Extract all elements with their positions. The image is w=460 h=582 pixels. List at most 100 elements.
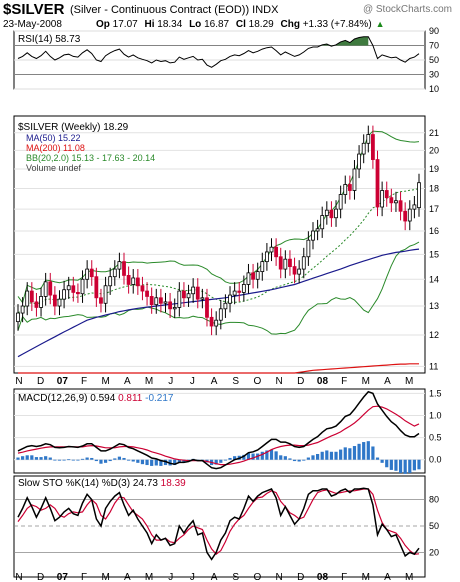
- candle-body: [80, 278, 85, 295]
- macd-histogram-bar: [53, 459, 57, 461]
- candle-body: [375, 159, 380, 208]
- month-label-top: N: [15, 376, 22, 387]
- lo-label: Lo: [189, 19, 202, 30]
- sto-k-line: [17, 487, 420, 561]
- macd-histogram-bar: [21, 456, 25, 460]
- macd-histogram-bar: [408, 459, 412, 473]
- candle-body: [255, 271, 260, 280]
- macd-histogram-bar: [366, 441, 370, 460]
- month-label-top: 07: [57, 376, 69, 387]
- price-tick-label: 21: [429, 128, 439, 138]
- month-label-top: J: [168, 376, 173, 387]
- macd-histogram-bar: [320, 451, 324, 460]
- month-label-bottom: F: [81, 572, 87, 582]
- macd-histogram-bar: [251, 453, 255, 460]
- candle-body: [343, 184, 348, 195]
- macd-histogram-bar: [357, 443, 361, 460]
- candle-body: [398, 200, 403, 212]
- volume-legend: Volume undef: [26, 163, 82, 173]
- macd-histogram-bar: [311, 455, 315, 460]
- macd-histogram-bar: [260, 451, 264, 460]
- candle-body: [191, 286, 196, 295]
- cl-label: Cl: [235, 19, 246, 30]
- candle-body: [71, 285, 76, 293]
- price-legend-title: $SILVER (Weekly) 18.29: [18, 122, 129, 133]
- sto-k-value: 24.73: [133, 478, 158, 489]
- candle-body: [269, 246, 274, 253]
- macd-histogram-bar: [389, 459, 393, 470]
- macd-tick-label: 1.5: [429, 388, 442, 398]
- ma200-line: [18, 363, 419, 374]
- macd-histogram-bar: [159, 459, 163, 466]
- candle-body: [264, 251, 269, 263]
- macd-histogram-bar: [108, 459, 112, 462]
- candle-body: [320, 215, 325, 230]
- candle-body: [338, 194, 343, 210]
- macd-histogram-bar: [242, 454, 246, 460]
- macd-histogram-bar: [163, 459, 168, 466]
- candle-body: [389, 197, 394, 204]
- price-tick-label: 16: [429, 226, 439, 236]
- candle-body: [200, 297, 205, 300]
- watermark: @ StockCharts.com: [362, 4, 452, 15]
- macd-histogram-bar: [90, 457, 94, 460]
- ma50-line: [17, 248, 420, 358]
- chg-label: Chg: [280, 19, 300, 30]
- chart-instrument-name: (Silver - Continuous Contract (EOD)) IND…: [70, 4, 279, 16]
- candle-body: [218, 308, 223, 321]
- macd-histogram-bar: [122, 457, 126, 460]
- month-label-top: O: [254, 376, 262, 387]
- panel-frames: [13, 30, 426, 578]
- month-label-bottom: A: [211, 572, 218, 582]
- month-label-top: 08: [317, 376, 329, 387]
- candle-body: [168, 301, 173, 310]
- macd-histogram-bar: [48, 457, 52, 460]
- candle-body: [329, 209, 334, 219]
- candle-body: [334, 208, 338, 219]
- op-value: 17.07: [112, 19, 138, 30]
- candle-body: [85, 268, 90, 280]
- macd-histogram-bar: [113, 458, 117, 460]
- sto-legend: Slow STO %K(14) %D(3) 24.73 18.39: [18, 478, 186, 489]
- candle-body: [315, 228, 320, 232]
- macd-histogram-bar: [274, 451, 278, 460]
- macd-histogram-bar: [371, 446, 375, 460]
- macd-histogram-bar: [385, 459, 389, 468]
- candle-body: [205, 297, 209, 318]
- op-label: Op: [96, 19, 110, 30]
- candle-body: [158, 297, 163, 304]
- macd-histogram-bar: [57, 459, 62, 461]
- macd-histogram-bar: [334, 451, 338, 460]
- candle-body: [241, 284, 246, 293]
- macd-histogram-bar: [219, 459, 223, 463]
- candle-body: [371, 134, 375, 160]
- candle-body: [122, 261, 126, 276]
- macd-histogram-bar: [325, 450, 329, 460]
- month-label-top: J: [190, 376, 195, 387]
- candle-body: [380, 190, 385, 208]
- month-label-top: M: [102, 376, 110, 387]
- macd-histogram-bar: [67, 459, 71, 461]
- macd-tick-label: 0.5: [429, 433, 442, 443]
- month-label-bottom: O: [254, 572, 262, 582]
- macd-histogram-bar: [71, 459, 75, 461]
- candle-body: [43, 281, 48, 297]
- month-label-bottom: 08: [317, 572, 329, 582]
- macd-histogram-bar: [302, 459, 306, 461]
- price-panel: 21 20 19 18 17 16 15 14 13 12 11: [14, 125, 439, 374]
- candle-body: [103, 285, 108, 304]
- macd-histogram-bar: [127, 459, 131, 461]
- candle-body: [237, 290, 242, 293]
- sto-d-value: 18.39: [161, 478, 186, 489]
- price-tick-label: 11: [429, 361, 438, 371]
- macd-panel: 1.5 1.0 0.5 0.0: [14, 388, 442, 474]
- macd-histogram-bar: [417, 459, 421, 470]
- macd-histogram-bar: [173, 459, 177, 466]
- macd-signal-value: 0.811: [118, 393, 143, 404]
- month-label-top: S: [232, 376, 239, 387]
- macd-histogram-bar: [362, 442, 366, 460]
- candle-body: [57, 298, 62, 307]
- candle-body: [195, 286, 200, 300]
- month-label-bottom: M: [405, 572, 413, 582]
- macd-histogram-bar: [233, 456, 237, 460]
